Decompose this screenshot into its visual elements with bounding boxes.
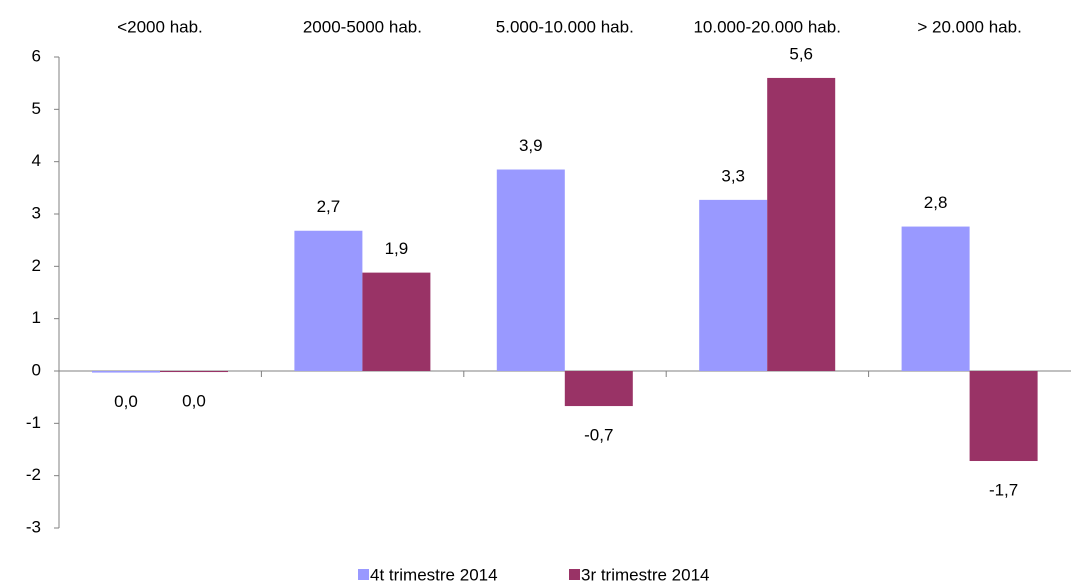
category-label: <2000 hab.: [117, 17, 203, 36]
y-tick-label: 4: [32, 151, 41, 170]
y-tick-label: 1: [32, 308, 41, 327]
y-tick-label: 6: [32, 46, 41, 65]
legend-swatch: [569, 569, 580, 580]
legend-swatch: [358, 569, 369, 580]
bar: [564, 371, 633, 407]
y-tick-label: -2: [26, 465, 41, 484]
bar: [767, 77, 836, 371]
bar: [969, 371, 1038, 462]
value-label: 2,8: [924, 193, 948, 212]
value-label: -1,7: [989, 480, 1018, 499]
value-label: 5,6: [789, 44, 813, 63]
value-label: 0,0: [182, 392, 206, 411]
category-label: 5.000-10.000 hab.: [496, 17, 634, 36]
bar: [496, 169, 565, 371]
bar: [92, 371, 160, 373]
value-label: 1,9: [385, 239, 409, 258]
value-label: 0,0: [114, 392, 138, 411]
bar: [901, 226, 970, 371]
bar: [362, 272, 431, 371]
value-label: 2,7: [317, 197, 341, 216]
y-tick-label: -3: [26, 517, 41, 536]
category-label: 2000-5000 hab.: [303, 17, 422, 36]
y-tick-label: 0: [32, 360, 41, 379]
y-tick-label: 5: [32, 99, 41, 118]
category-label: > 20.000 hab.: [917, 17, 1021, 36]
bar: [160, 371, 228, 373]
value-label: -0,7: [584, 426, 613, 445]
y-tick-label: 2: [32, 256, 41, 275]
value-label: 3,9: [519, 136, 543, 155]
y-tick-label: -1: [26, 413, 41, 432]
value-label: 3,3: [721, 166, 745, 185]
category-label: 10.000-20.000 hab.: [693, 17, 840, 36]
legend-label: 3r trimestre 2014: [581, 565, 710, 584]
bar: [294, 230, 363, 371]
y-tick-label: 3: [32, 203, 41, 222]
legend-label: 4t trimestre 2014: [370, 565, 498, 584]
bar: [699, 199, 768, 371]
